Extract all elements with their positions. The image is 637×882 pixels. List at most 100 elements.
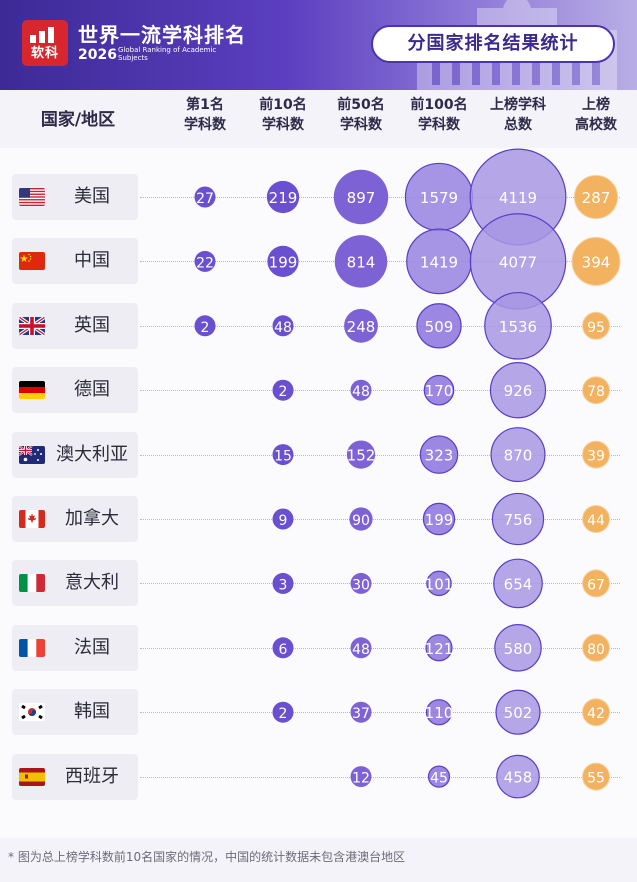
column-header-line2: 学科数 <box>184 117 226 133</box>
bubble-value-label: 2 <box>201 320 210 336</box>
bubble <box>350 572 372 594</box>
row-guide-line <box>140 390 620 392</box>
bubble-value-label: 2 <box>279 384 288 400</box>
country-row-kr: 韩国 <box>12 689 138 736</box>
shanghairanking-logo: 软科 <box>22 20 68 66</box>
column-header-5: 上榜 高校数 <box>553 95 637 143</box>
bubble-value-label: 458 <box>504 769 533 787</box>
bubble-value-label: 870 <box>504 447 533 465</box>
country-name: 法国 <box>74 636 110 658</box>
flag-de-icon <box>19 381 45 400</box>
bubble-value-label: 39 <box>587 449 605 465</box>
bubble-value-label: 1579 <box>420 189 458 207</box>
country-row-au: 澳大利亚 <box>12 431 138 478</box>
column-header-line1: 前10名 <box>259 97 307 113</box>
bubble-value-label: 502 <box>504 704 533 722</box>
bubble-value-label: 90 <box>352 513 370 529</box>
flag-it-icon <box>19 574 45 593</box>
bubble <box>272 508 294 530</box>
country-column-header: 国家/地区 <box>40 110 116 130</box>
column-header-line2: 学科数 <box>418 117 460 133</box>
row-guide-line <box>140 647 620 649</box>
bubble-value-label: 1419 <box>420 253 458 271</box>
country-row-fr: 法国 <box>12 624 138 671</box>
bubble <box>350 637 372 659</box>
bubble <box>333 169 389 225</box>
bubble <box>422 502 456 536</box>
column-header-3: 前100名学科数 <box>396 95 482 143</box>
flag-es-icon <box>19 767 45 786</box>
country-row-gb: 英国 <box>12 302 138 349</box>
brand-year: 2026 <box>78 47 117 63</box>
bubble-value-label: 22 <box>196 255 214 271</box>
bubble-value-label: 110 <box>425 704 454 722</box>
bubble <box>350 379 372 401</box>
flag-cn-icon <box>19 252 45 271</box>
bubble <box>334 235 388 288</box>
bubble <box>427 765 451 788</box>
bubble-value-label: 580 <box>504 640 533 658</box>
column-header-1: 前10名 学科数 <box>240 95 326 143</box>
country-row-cn: 中国 <box>12 238 138 285</box>
bubble-value-label: 897 <box>347 189 376 207</box>
country-name: 澳大利亚 <box>56 443 128 465</box>
bubble <box>272 379 294 401</box>
bubble <box>350 766 372 788</box>
row-guide-line <box>140 519 620 520</box>
country-name: 英国 <box>74 314 110 336</box>
logo-text: 软科 <box>30 46 59 61</box>
bubble <box>416 303 462 349</box>
bubble-value-label: 67 <box>587 577 605 593</box>
bubble-value-label: 55 <box>587 771 605 787</box>
bubble-value-label: 170 <box>425 382 454 400</box>
bubble <box>484 291 552 360</box>
row-guide-line <box>140 325 620 327</box>
bubble-value-label: 654 <box>504 575 533 593</box>
column-header-line1: 前100名 <box>410 97 468 113</box>
flag-ca-icon <box>19 510 45 528</box>
country-name: 中国 <box>74 250 110 272</box>
country-name: 加拿大 <box>65 508 119 529</box>
bubble-value-label: 323 <box>425 447 454 465</box>
bubble <box>346 440 376 469</box>
country-row-it: 意大利 <box>12 560 138 607</box>
row-guide-line <box>140 712 620 714</box>
bubble-value-label: 48 <box>352 642 370 658</box>
bubble-value-label: 926 <box>504 382 533 400</box>
bubble-value-label: 199 <box>269 253 298 271</box>
bubble <box>493 558 543 609</box>
flag-us-icon <box>19 188 45 206</box>
bubble <box>491 492 545 546</box>
bubble-value-label: 12 <box>352 771 370 787</box>
bubble <box>267 245 299 277</box>
bubble <box>423 374 455 406</box>
country-name: 韩国 <box>74 701 110 723</box>
bubble <box>344 308 378 343</box>
bubble-value-label: 48 <box>274 320 292 336</box>
column-header-0: 第1名 学科数 <box>162 95 248 143</box>
bubble <box>489 362 547 419</box>
bubble-value-label: 152 <box>347 447 376 465</box>
bubble-value-label: 394 <box>582 253 611 271</box>
brand-title: 世界一流学科排名 <box>78 23 246 47</box>
bubble <box>272 444 294 466</box>
bubble <box>272 701 294 723</box>
bubble-value-label: 814 <box>347 253 376 271</box>
row-guide-line <box>140 583 620 585</box>
bubble-value-label: 30 <box>352 577 370 593</box>
country-row-es: 西班牙 <box>12 753 138 800</box>
bubble <box>194 186 216 208</box>
bubble-value-label: 80 <box>587 642 605 658</box>
bubble <box>194 315 216 337</box>
footnote: * 图为总上榜学科数前10名国家的情况，中国的统计数据未包含港澳台地区 <box>8 850 406 864</box>
bubble <box>495 689 541 735</box>
bubble-value-label: 27 <box>196 191 214 207</box>
bubble <box>425 699 453 726</box>
bubble <box>425 634 453 662</box>
bubble <box>272 637 294 659</box>
bubble <box>582 440 610 469</box>
header-banner: 软科 世界一流学科排名 2026 Global Ranking of Acade… <box>0 0 637 90</box>
column-header-2: 前50名 学科数 <box>318 95 404 143</box>
bubble-value-label: 45 <box>430 771 448 787</box>
